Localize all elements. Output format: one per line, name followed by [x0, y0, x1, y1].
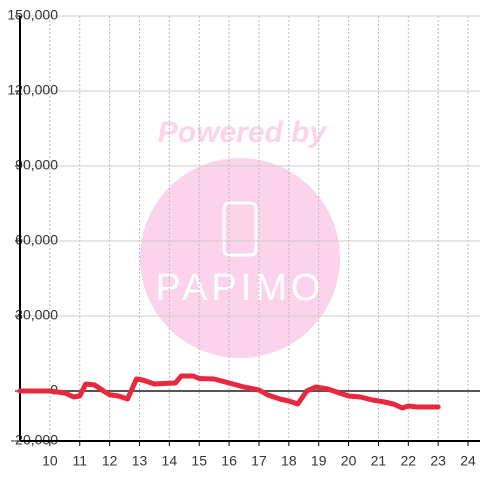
- y-tick-label: 30,000: [15, 307, 58, 323]
- x-tick-label: 19: [311, 453, 327, 469]
- x-tick-label: 15: [191, 453, 207, 469]
- y-tick-label: 60,000: [15, 232, 58, 248]
- watermark-icon: [222, 201, 258, 257]
- x-tick-label: 13: [132, 453, 148, 469]
- x-tick-label: 17: [251, 453, 267, 469]
- y-tick-label: 90,000: [15, 157, 58, 173]
- y-tick-label: 150,000: [7, 7, 58, 23]
- y-tick-label: 120,000: [7, 82, 58, 98]
- watermark-logo: PAPIMO: [156, 267, 325, 309]
- x-tick-label: 20: [341, 453, 357, 469]
- x-tick-label: 10: [42, 453, 58, 469]
- watermark-circle: [140, 158, 340, 358]
- x-tick-label: 14: [162, 453, 178, 469]
- x-tick-label: 11: [72, 453, 87, 469]
- x-tick-label: 18: [281, 453, 297, 469]
- x-tick-label: 21: [371, 453, 387, 469]
- x-tick-label: 12: [102, 453, 118, 469]
- data-line: [17, 373, 441, 411]
- watermark-text: Powered by: [158, 116, 328, 149]
- x-tick-label: 23: [430, 453, 446, 469]
- x-tick-label: 24: [460, 453, 476, 469]
- x-tick-label: 22: [401, 453, 417, 469]
- x-tick-label: 16: [221, 453, 237, 469]
- y-tick-label: -20,000: [11, 432, 59, 448]
